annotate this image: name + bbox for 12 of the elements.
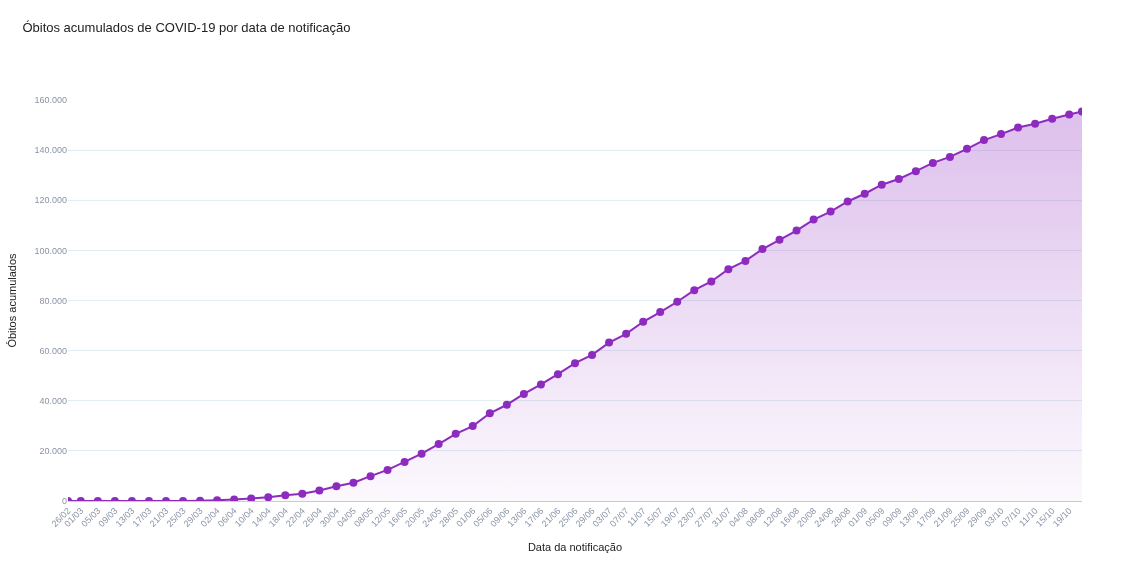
y-tick-label: 80.000 [39, 295, 67, 306]
y-tick-label: 20.000 [39, 446, 67, 457]
y-tick-label: 0 [61, 496, 67, 507]
y-tick-label: 60.000 [39, 345, 67, 356]
y-axis-title: Óbitos acumulados [6, 252, 19, 348]
chart-title: Óbitos acumulados de COVID-19 por data de notificação [22, 19, 351, 35]
y-tick-label: 160.000 [34, 95, 67, 106]
y-tick-label: 100.000 [34, 245, 67, 256]
y-tick-label: 140.000 [34, 145, 67, 156]
y-tick-label: 120.000 [34, 195, 67, 206]
y-tick-label: 40.000 [39, 395, 67, 406]
x-axis-title: Data da notificação [527, 541, 623, 554]
